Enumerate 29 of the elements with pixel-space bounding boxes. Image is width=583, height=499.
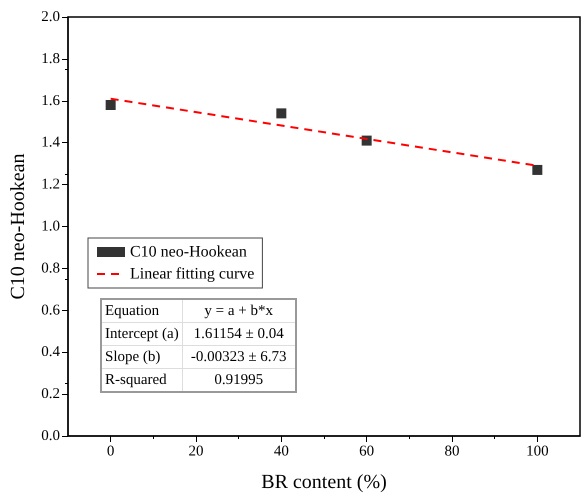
x-tick-label: 0 bbox=[106, 444, 114, 460]
annotation: Intercept (a) bbox=[101, 322, 182, 346]
y-tick-label: 0.4 bbox=[41, 344, 60, 360]
x-tick-label: 40 bbox=[274, 444, 289, 460]
annotation: R-squared bbox=[101, 368, 182, 392]
y-tick-label: 1.8 bbox=[41, 50, 60, 67]
annotation: Slope (b) bbox=[101, 346, 182, 368]
annotation: 1.61154 ± 0.04 bbox=[182, 322, 296, 346]
y-tick-label: 0.2 bbox=[41, 386, 60, 402]
y-tick-label: 0.6 bbox=[41, 302, 60, 318]
x-tick-label: 60 bbox=[359, 444, 374, 460]
y-tick-label: 1.0 bbox=[41, 218, 60, 234]
annotation: -0.00323 ± 6.73 bbox=[182, 346, 296, 368]
y-tick-label: 1.6 bbox=[41, 92, 60, 109]
x-axis-title: BR content (%) bbox=[261, 471, 387, 493]
x-tick-label: 80 bbox=[444, 444, 460, 460]
y-axis-title: C10 neo-Hookean bbox=[7, 153, 29, 300]
legend-label: Linear fitting curve bbox=[130, 266, 254, 282]
y-tick-label: 0.8 bbox=[41, 260, 60, 276]
y-tick-label: 0.0 bbox=[41, 428, 60, 444]
y-tick-label: 2.0 bbox=[41, 9, 60, 25]
legend-label: C10 neo-Hookean bbox=[130, 244, 247, 260]
annotation: 0.91995 bbox=[182, 368, 296, 392]
x-tick-label: 20 bbox=[188, 444, 204, 460]
x-tick-label: 100 bbox=[526, 444, 549, 460]
y-tick-label: 1.2 bbox=[41, 176, 60, 193]
y-tick-label: 1.4 bbox=[41, 134, 60, 151]
annotation: y = a + b*x bbox=[182, 299, 296, 322]
annotation: Equation bbox=[101, 299, 182, 322]
